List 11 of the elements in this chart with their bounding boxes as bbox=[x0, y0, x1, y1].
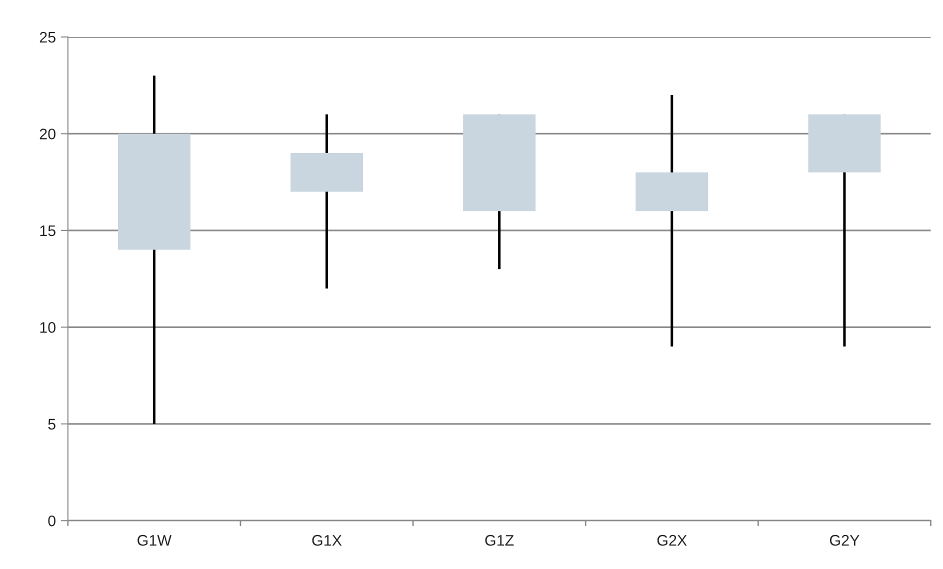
y-tick-label: 20 bbox=[40, 128, 56, 140]
y-tick-label: 5 bbox=[48, 418, 56, 430]
y-tick-label: 15 bbox=[40, 225, 56, 236]
x-tick-label: G2X bbox=[657, 534, 687, 546]
y-tick-label: 25 bbox=[40, 32, 56, 43]
y-tick-label: 10 bbox=[40, 322, 56, 333]
x-tick-label: G2Y bbox=[830, 534, 860, 546]
y-tick-label: 0 bbox=[48, 516, 56, 526]
x-tick-label: G1W bbox=[138, 534, 172, 546]
x-tick-label: G1Z bbox=[485, 534, 514, 546]
x-tick-label: G1X bbox=[312, 534, 342, 546]
